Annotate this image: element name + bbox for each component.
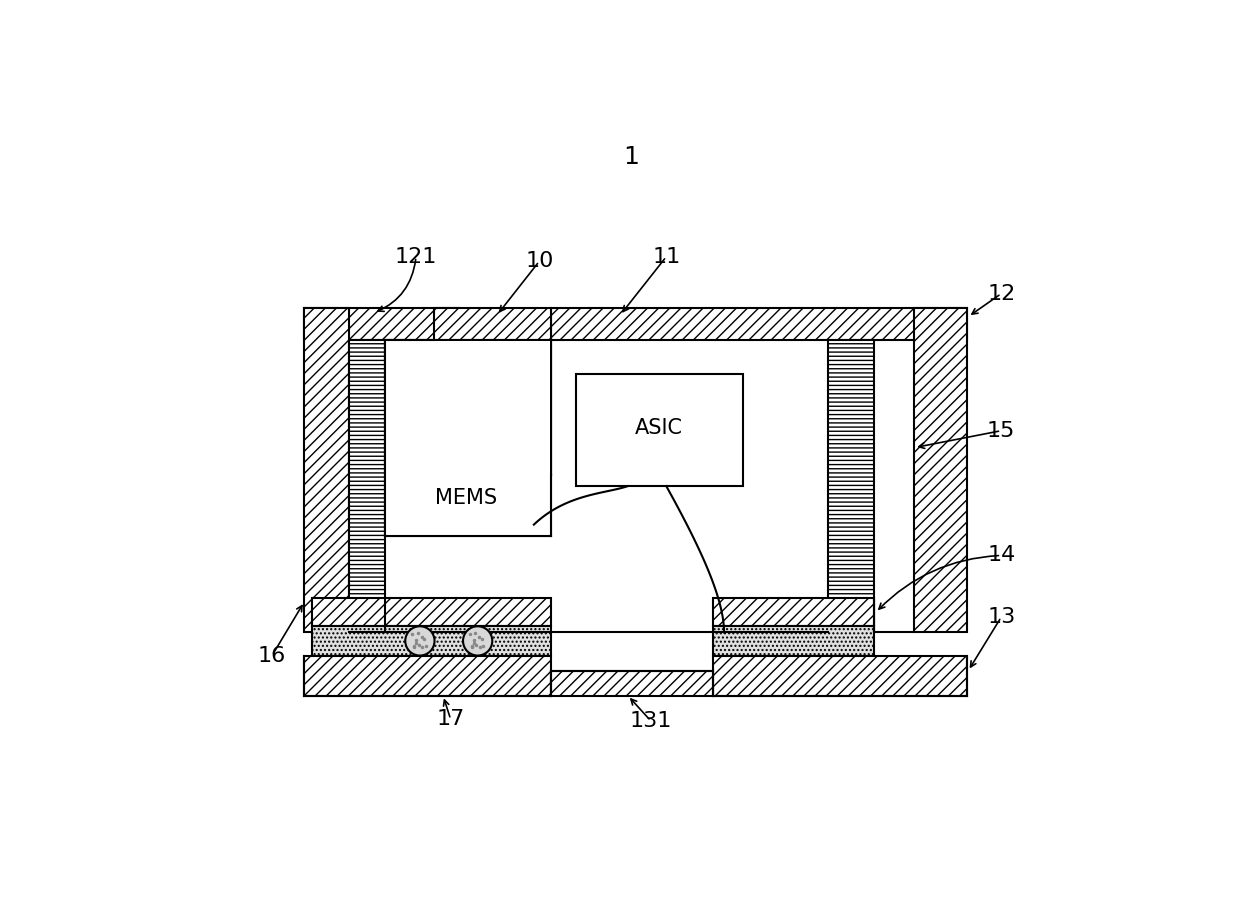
Text: 11: 11 (652, 247, 681, 267)
Text: ASIC: ASIC (635, 418, 682, 438)
Bar (434, 307, 551, 340)
Text: 1: 1 (624, 144, 640, 169)
Bar (312, 598, 551, 626)
Circle shape (463, 626, 492, 656)
Bar (551, 671, 713, 696)
Text: 14: 14 (987, 545, 1016, 565)
Text: 15: 15 (987, 421, 1016, 441)
Bar (304, 307, 459, 340)
Bar (312, 626, 551, 656)
Text: 13: 13 (987, 607, 1016, 627)
Text: 12: 12 (987, 284, 1016, 304)
Bar (304, 656, 551, 696)
Bar (828, 340, 874, 632)
Bar (914, 307, 967, 632)
Text: 17: 17 (436, 709, 465, 729)
Bar (713, 598, 874, 626)
Circle shape (405, 626, 434, 656)
Text: MEMS: MEMS (435, 488, 497, 508)
Bar (713, 626, 874, 656)
Bar (577, 375, 743, 486)
Bar (434, 341, 551, 473)
Bar (304, 307, 350, 632)
Bar (713, 656, 967, 696)
Bar (350, 340, 386, 632)
Text: 16: 16 (258, 646, 286, 666)
Text: 131: 131 (630, 711, 672, 731)
Bar (551, 307, 967, 340)
Text: 10: 10 (525, 251, 553, 271)
Text: 121: 121 (394, 247, 438, 267)
Bar (386, 340, 551, 536)
